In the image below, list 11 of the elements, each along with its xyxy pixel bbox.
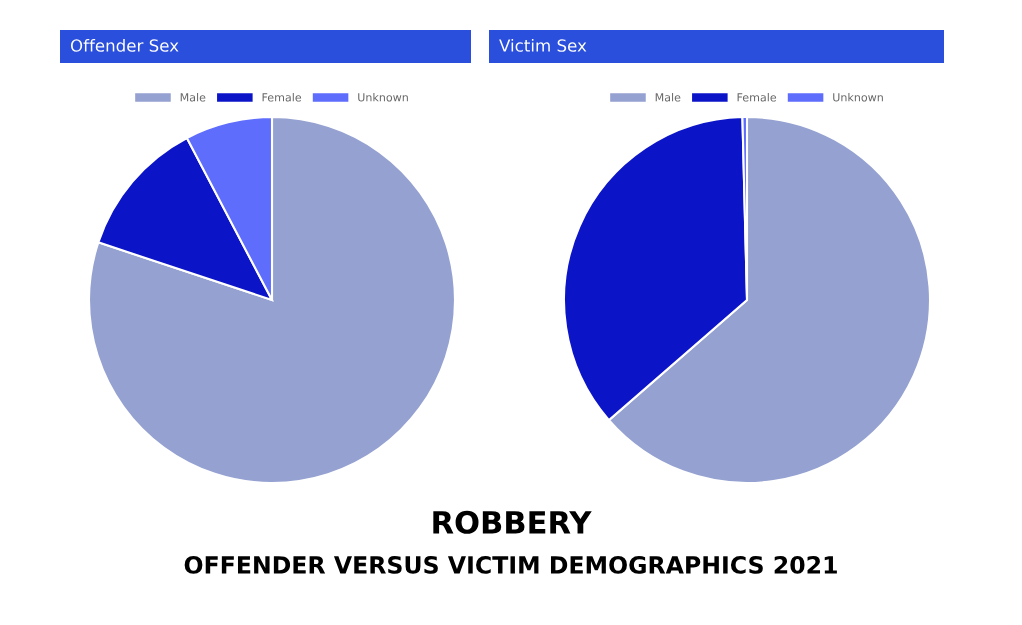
legend-label: Female: [737, 92, 777, 102]
legend-label: Unknown: [833, 92, 883, 102]
text: ROBBERY: [433, 510, 592, 534]
chart-title: Offender Sex: [70, 38, 179, 52]
legend-label: Female: [262, 92, 302, 102]
legend-label: Male: [655, 92, 681, 102]
legend-label: Male: [180, 92, 206, 102]
legend-label: Unknown: [358, 92, 408, 102]
chart-title: Victim Sex: [499, 38, 587, 52]
pie-slice: [87, 115, 457, 485]
text: OFFENDER VERSUS VICTIM DEMOGRAPHICS 2021: [184, 555, 837, 574]
